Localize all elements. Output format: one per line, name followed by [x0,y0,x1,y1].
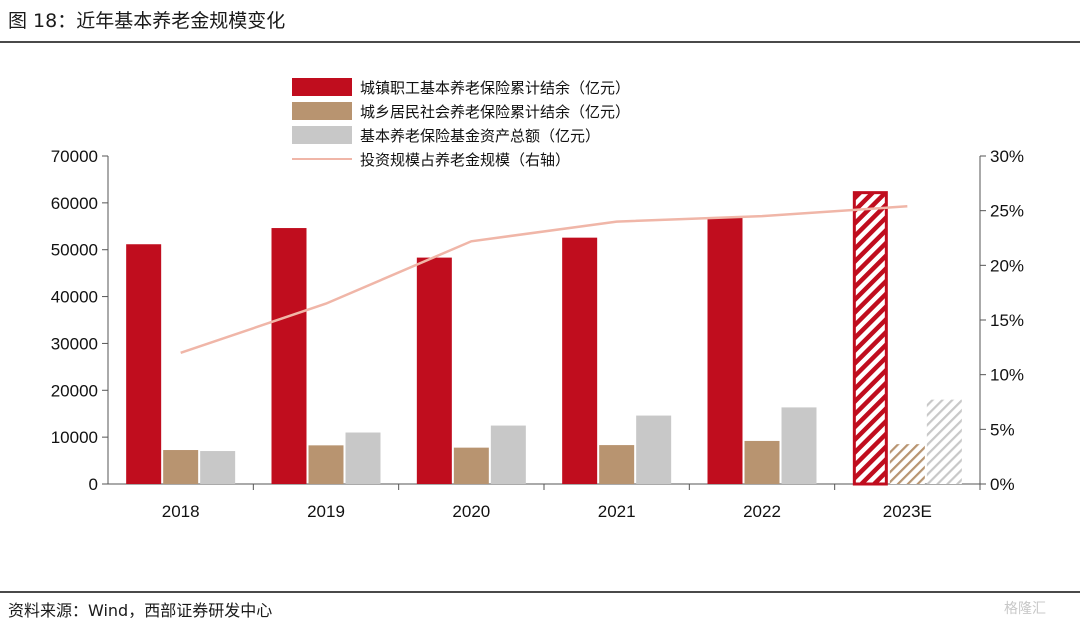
y-left-tick-label: 40000 [51,288,98,307]
legend-label-4: 投资规模占养老金规模（右轴） [360,151,570,169]
bar-1-2018 [126,244,162,484]
legend: 城镇职工基本养老保险累计结余（亿元） 城乡居民社会养老保险累计结余（亿元） 基本养老… [292,78,630,169]
top-rule [0,41,1080,43]
y-left-tick-label: 70000 [51,147,98,166]
y-left-tick-label: 50000 [51,241,98,260]
bar-1-2019 [271,228,307,484]
bar-1-2020 [416,257,452,484]
bar-1-2021 [562,237,598,484]
x-tick-label: 2021 [598,502,636,521]
x-tick-label: 2020 [452,502,490,521]
x-tick-label: 2022 [743,502,781,521]
bars [126,191,962,486]
x-tick-label: 2023E [883,502,932,521]
legend-swatch-1 [292,78,352,96]
bar-2-2020 [453,447,489,484]
legend-label-1: 城镇职工基本养老保险累计结余（亿元） [360,79,630,97]
bar-3-2021 [636,415,672,484]
chart: 城镇职工基本养老保险累计结余（亿元） 城乡居民社会养老保险累计结余（亿元） 基本养老… [51,78,1024,521]
bar-3-2018 [200,451,236,484]
y-right-tick-label: 20% [990,256,1024,275]
bar-3-2020 [490,425,526,484]
bar-2-2021 [599,445,635,484]
y-left-tick-label: 30000 [51,334,98,353]
bar-2-2022 [744,440,780,484]
legend-label-2: 城乡居民社会养老保险累计结余（亿元） [360,103,630,121]
y-right-tick-label: 0% [990,475,1015,494]
source-note: 资料来源：Wind，西部证券研发中心 [8,601,273,620]
legend-swatch-3 [292,126,352,144]
figure-title: 图 18：近年基本养老金规模变化 [8,10,286,32]
bar-3-2023E [926,399,962,484]
y-left-tick-label: 60000 [51,194,98,213]
y-right-tick-label: 30% [990,147,1024,166]
y-right-tick-label: 15% [990,311,1024,330]
line-series-path [180,205,908,354]
legend-label-3: 基本养老保险基金资产总额（亿元） [360,127,600,145]
bottom-rule [0,591,1080,593]
watermark: 格隆汇 [1004,601,1046,617]
y-left-tick-label: 10000 [51,428,98,447]
x-tick-label: 2018 [162,502,200,521]
y-left-tick-label: 20000 [51,381,98,400]
y-right-tick-label: 25% [990,202,1024,221]
y-right-tick-label: 5% [990,420,1015,439]
y-right-tick-label: 10% [990,366,1024,385]
axes: 0 10000 20000 30000 40000 50000 60000 70000 0% 5%… [51,147,1024,521]
legend-swatch-2 [292,102,352,120]
bar-2-2018 [163,450,199,484]
bar-1-2023E [852,191,888,486]
bar-1-2022 [707,217,743,484]
y-left-tick-label: 0 [89,475,98,494]
bar-3-2022 [781,407,817,484]
bar-2-2019 [308,445,344,484]
x-tick-label: 2019 [307,502,345,521]
line-series [180,205,908,354]
bar-3-2019 [345,432,381,484]
bar-2-2023E [889,444,925,484]
